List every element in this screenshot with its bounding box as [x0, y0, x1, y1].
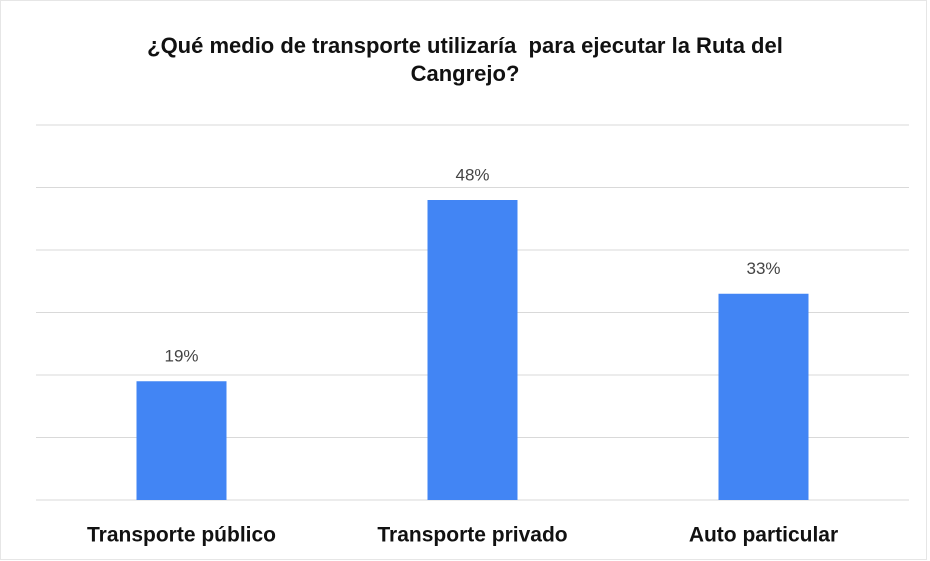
- value-label: 48%: [455, 165, 489, 184]
- bar: [136, 381, 227, 500]
- x-tick-label: Transporte público: [87, 524, 276, 547]
- value-label: 19%: [164, 347, 198, 366]
- bar: [427, 200, 518, 500]
- x-tick-label: Transporte privado: [377, 524, 567, 547]
- x-tick-label: Auto particular: [689, 524, 838, 547]
- chart-title: ¿Qué medio de transporte utilizaría para…: [147, 33, 789, 86]
- bar: [718, 293, 809, 500]
- value-label: 33%: [746, 259, 780, 278]
